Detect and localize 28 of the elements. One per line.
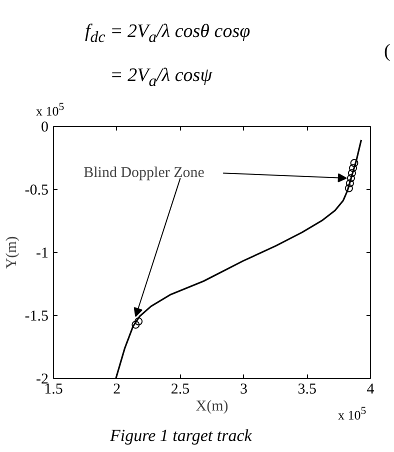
point	[350, 159, 358, 168]
x-tick-label: 2.5	[170, 382, 190, 398]
y-tick-label: 0	[41, 120, 48, 136]
line-series	[115, 139, 362, 378]
point	[348, 169, 356, 178]
text: = 2V$_{a}$/λ cosψ	[110, 64, 212, 92]
x-tick-label: 2	[113, 382, 121, 398]
point	[346, 179, 354, 188]
text: x 10$^{5}$	[338, 404, 366, 424]
y-axis-title: Y(m)	[4, 236, 20, 269]
point	[346, 174, 355, 182]
x-axis-title: X(m)	[196, 398, 228, 414]
x-tick-label: 4	[366, 382, 375, 398]
point	[134, 317, 143, 326]
caption: Figure 1 target track	[110, 425, 252, 447]
point	[349, 164, 357, 172]
x-tick-label: 3.5	[298, 382, 316, 398]
y-tick-label: -1.5	[24, 308, 49, 324]
point	[132, 320, 140, 329]
y-tick-label: -0.5	[24, 182, 49, 198]
annotation: Blind Doppler Zone	[84, 165, 205, 182]
x-tick-label: 1.5	[44, 382, 63, 398]
text: x 10$^{5}$	[36, 100, 64, 120]
x-tick-label: 3	[240, 382, 248, 398]
text: f$_{dc}$ = 2V$_{a}$/λ cosθ cosφ	[85, 20, 250, 48]
text: (	[384, 40, 390, 64]
point	[344, 184, 353, 192]
y-tick-label: -1	[36, 246, 49, 262]
